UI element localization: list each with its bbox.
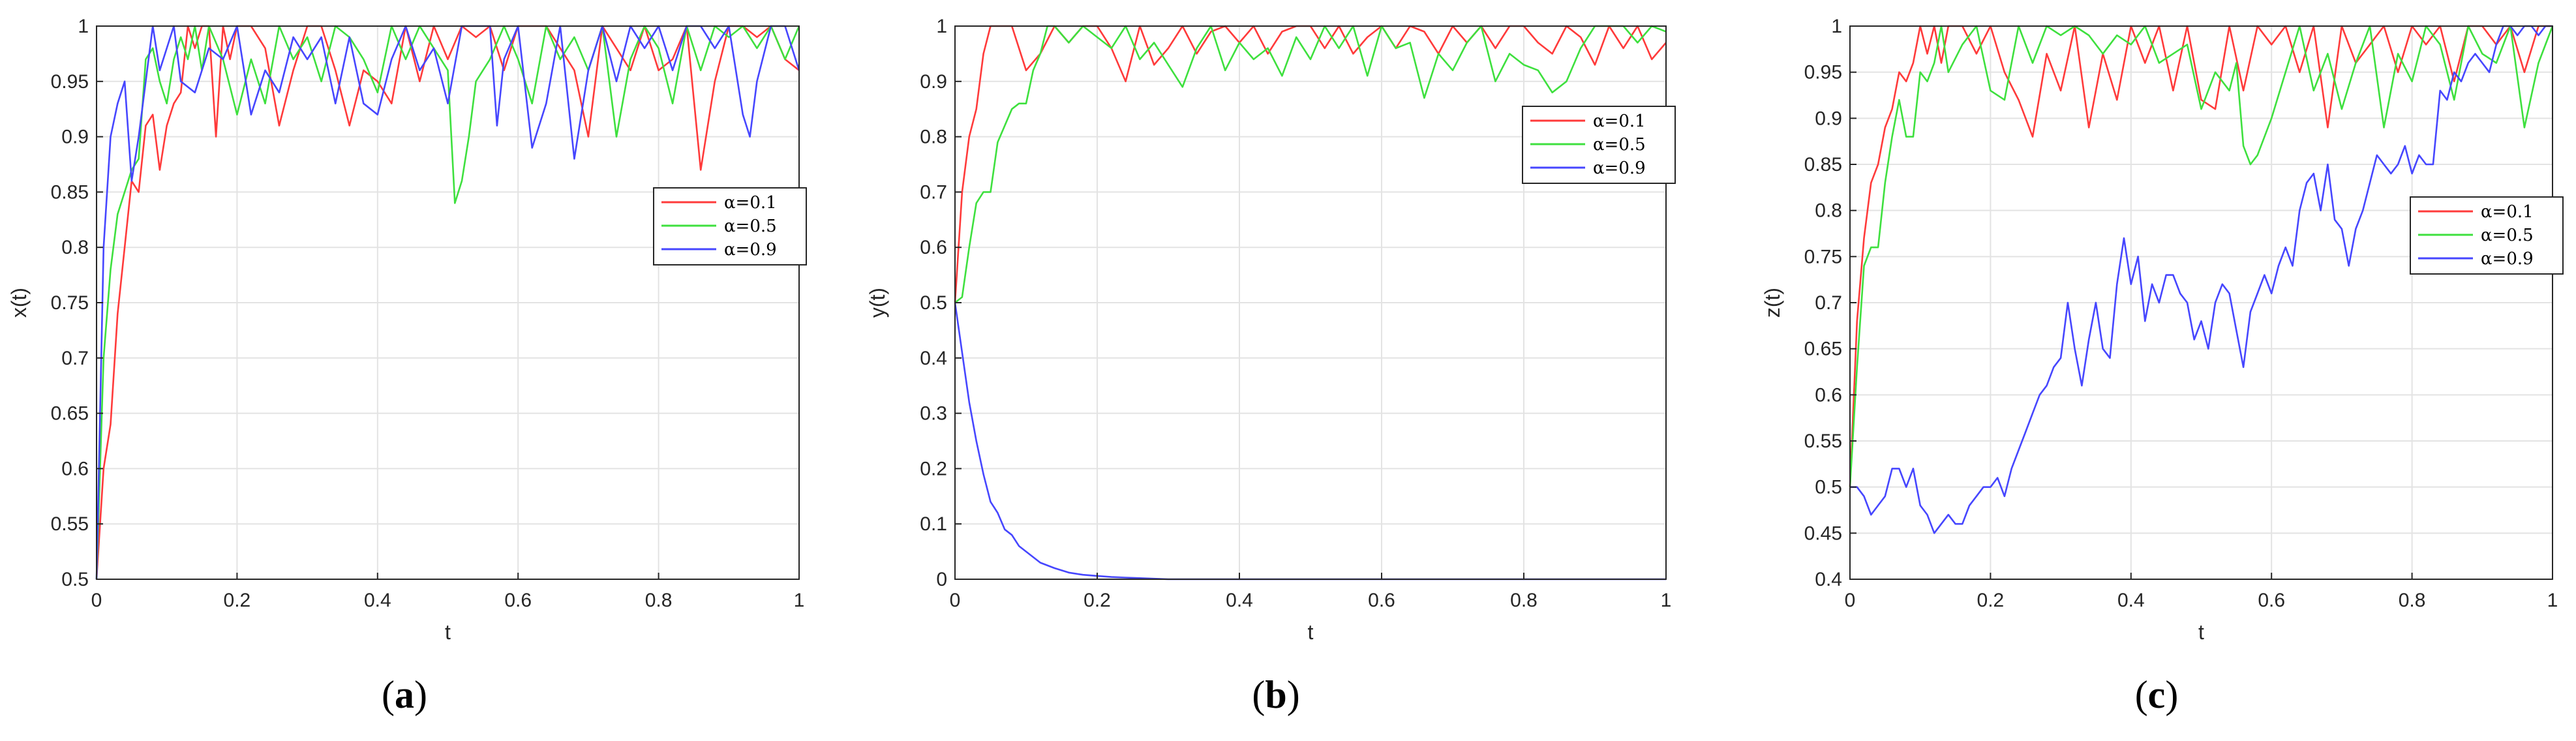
y-tick-label: 0.95 [51,71,89,93]
x-tick-label: 0.4 [364,590,391,611]
y-tick-label: 0.6 [61,458,89,479]
series-line-2 [95,25,800,580]
y-tick-label: 0.3 [920,403,947,425]
y-tick-label: 0.5 [1815,477,1842,498]
x-tick-label: 0.4 [1226,590,1253,611]
y-tick-label: 0.1 [920,513,947,535]
y-tick-label: 0.2 [920,458,947,479]
y-tick-label: 0.55 [1804,431,1842,452]
y-axis-label: x(t) [7,288,31,318]
y-tick-label: 0.75 [51,292,89,314]
legend-label-2: α=0.5 [2481,226,2534,245]
y-tick-label: 0.85 [1804,154,1842,175]
panel-c: 0 0.2 0.4 0.6 0.8 1 0.4 0.45 0.5 0.55 0.6 0.65 0.7 0.… [1761,16,2564,716]
legend: α=0.1 α=0.5 α=0.9 [2410,196,2564,275]
legend: α=0.1 α=0.5 α=0.9 [653,187,807,265]
series-line-2 [954,25,1667,304]
y-tick-label: 0.4 [920,348,947,369]
x-tick-label: 0 [91,590,102,611]
x-tick-label: 1 [794,590,805,611]
legend-label-3: α=0.9 [2481,249,2534,269]
x-tick-label: 0.4 [2117,590,2145,611]
y-tick-label: 0.8 [920,127,947,148]
x-tick-label: 0 [950,590,961,611]
y-tick-label: 0.85 [51,181,89,203]
y-tick-label: 0.9 [920,71,947,93]
legend-label-1: α=0.1 [2481,202,2534,222]
legend-label-1: α=0.1 [1593,112,1646,131]
y-tick-label: 0.55 [51,513,89,535]
x-axis-label: t [1308,620,1314,644]
y-tick-label: 0.7 [920,181,947,203]
y-tick-label: 0.7 [1815,292,1842,314]
legend-label-2: α=0.5 [1593,135,1646,155]
y-tick-label: 0.4 [1815,569,1842,590]
y-axis-label: y(t) [866,288,889,318]
x-tick-label: 0.6 [1368,590,1395,611]
y-tick-label: 0.9 [1815,108,1842,129]
y-tick-label: 1 [78,16,89,37]
x-tick-label: 0.8 [645,590,673,611]
legend-label-2: α=0.5 [724,217,777,236]
x-tick-label: 0.8 [2399,590,2426,611]
y-tick-label: 0 [936,569,947,590]
series-line-1 [954,25,1667,303]
y-tick-label: 0.7 [61,348,89,369]
legend-label-3: α=0.9 [1593,159,1646,178]
y-tick-label: 0.5 [61,569,89,590]
panel-a: 0 0.2 0.4 0.6 0.8 1 0.5 0.55 0.6 0.65 0.7 0.75 0.8 0.… [7,16,807,716]
series-line-1 [95,25,800,580]
x-tick-label: 0.2 [1977,590,2005,611]
x-axis-label: t [2198,620,2204,644]
y-tick-label: 0.8 [1815,200,1842,222]
x-tick-label: 0.2 [224,590,251,611]
y-tick-label: 0.6 [1815,384,1842,406]
series-line-3 [95,25,800,580]
panel-caption: (a) [382,673,427,716]
y-tick-label: 1 [936,16,947,37]
y-axis-label: z(t) [1761,288,1784,318]
x-axis-label: t [445,620,451,644]
panel-caption: (c) [2135,673,2179,716]
y-tick-label: 0.65 [1804,339,1842,360]
y-tick-label: 1 [1831,16,1842,37]
x-tick-label: 0 [1845,590,1856,611]
legend: α=0.1 α=0.5 α=0.9 [1522,106,1676,184]
y-tick-label: 0.75 [1804,246,1842,267]
x-tick-label: 1 [1661,590,1672,611]
y-tick-label: 0.6 [920,237,947,258]
panel-b: 0 0.2 0.4 0.6 0.8 1 0 0.1 0.2 0.3 0.4 0.5 0.6 0.7 0.8 0… [866,16,1676,716]
x-tick-label: 0.8 [1510,590,1538,611]
x-tick-label: 0.2 [1083,590,1111,611]
legend-label-1: α=0.1 [724,193,777,213]
y-tick-label: 0.45 [1804,522,1842,544]
y-tick-label: 0.8 [61,237,89,258]
y-tick-label: 0.5 [920,292,947,314]
series-line-3 [1850,25,2553,534]
y-tick-label: 0.9 [61,127,89,148]
panel-caption: (b) [1252,673,1299,716]
series-line-2 [1849,25,2554,487]
x-tick-label: 0.6 [2258,590,2285,611]
y-tick-label: 0.65 [51,403,89,425]
y-tick-label: 0.95 [1804,62,1842,83]
x-tick-label: 1 [2547,590,2558,611]
x-tick-label: 0.6 [504,590,532,611]
legend-label-3: α=0.9 [724,240,777,260]
grid-lines [96,25,800,580]
